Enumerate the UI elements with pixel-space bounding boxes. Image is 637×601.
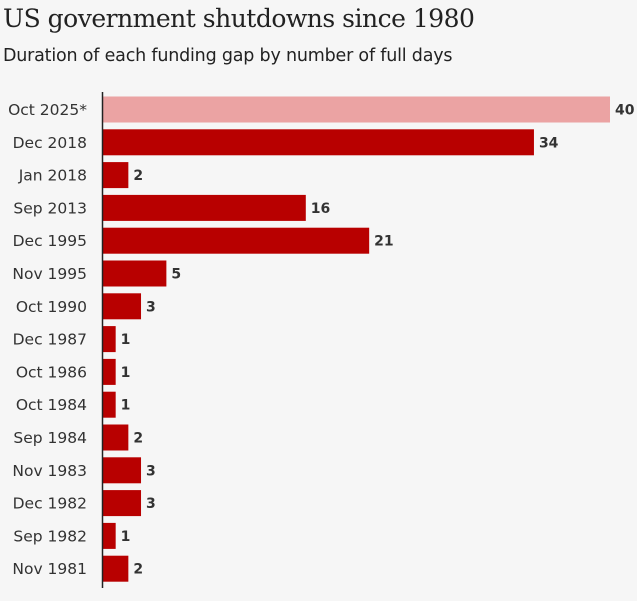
category-label: Oct 1990 [16,298,87,316]
category-label: Oct 2025* [8,101,87,119]
value-label: 2 [133,431,143,447]
bar-sep-1984 [103,424,129,451]
bar-sep-1982 [103,522,116,549]
category-label: Nov 1995 [12,265,87,283]
bar-dec-1982 [103,490,142,517]
value-label: 1 [121,332,131,348]
bar-sep-2013 [103,194,306,221]
category-label: Sep 2013 [13,199,87,217]
category-label: Oct 1984 [16,396,87,414]
value-label: 34 [539,135,559,151]
value-label: 1 [121,529,131,545]
bar-nov-1983 [103,457,142,484]
value-label: 2 [133,562,143,578]
category-label: Sep 1984 [13,429,87,447]
value-label: 1 [121,398,131,414]
bar-dec-2018 [103,129,534,156]
category-label: Dec 2018 [13,134,87,152]
value-label: 2 [133,168,143,184]
value-label: 3 [146,496,156,512]
value-label: 21 [374,234,393,250]
chart-title: US government shutdowns since 1980 [3,4,475,33]
category-label: Sep 1982 [13,527,87,545]
value-label: 3 [146,299,156,315]
bar-oct-2025 [103,96,610,123]
bar-oct-1990 [103,293,142,320]
category-label: Dec 1982 [13,495,87,513]
category-label: Dec 1987 [13,331,87,349]
category-label: Dec 1995 [13,232,87,250]
chart-subtitle: Duration of each funding gap by number o… [3,46,453,66]
bar-nov-1995 [103,260,167,287]
category-label: Oct 1986 [16,363,87,381]
value-label: 5 [171,267,181,283]
category-label: Jan 2018 [18,167,87,185]
bar-jan-2018 [103,162,129,189]
value-label: 3 [146,463,156,479]
value-label: 40 [615,103,635,119]
bar-dec-1995 [103,227,370,254]
bar-nov-1981 [103,555,129,582]
bar-dec-1987 [103,326,116,353]
value-label: 1 [121,365,131,381]
value-label: 16 [311,201,330,217]
category-label: Nov 1983 [12,462,87,480]
bar-oct-1986 [103,358,116,385]
bar-oct-1984 [103,391,116,418]
bars-group: Oct 2025* 40 Dec 2018 34 Jan 2018 2 Sep 2013 16… [8,96,635,582]
category-label: Nov 1981 [12,560,87,578]
